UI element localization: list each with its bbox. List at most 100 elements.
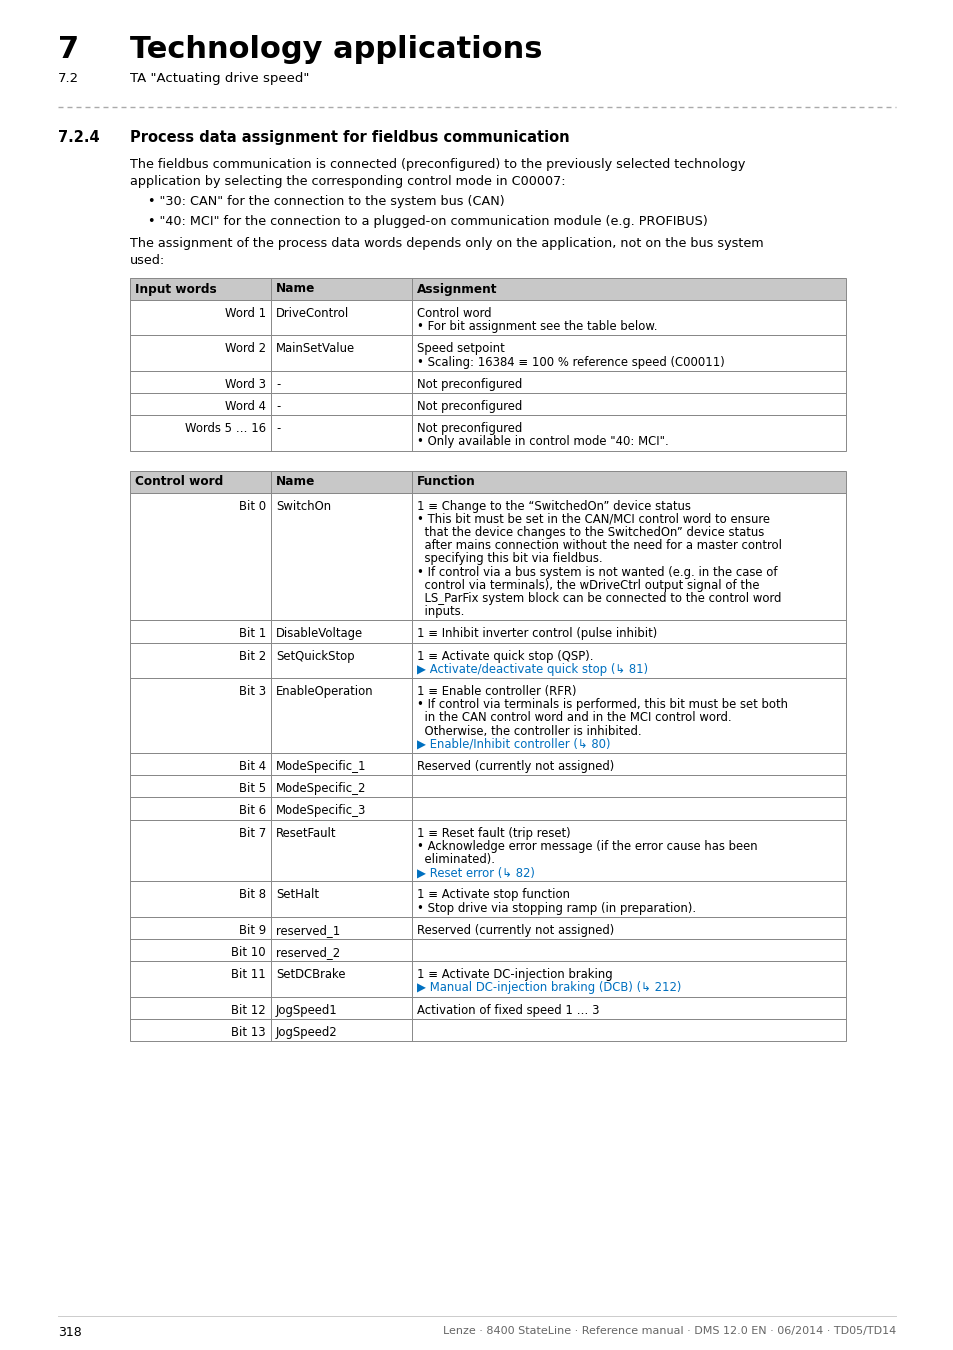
Text: after mains connection without the need for a master control: after mains connection without the need … (416, 539, 781, 552)
Text: JogSpeed1: JogSpeed1 (275, 1003, 337, 1017)
Text: • If control via terminals is performed, this bit must be set both: • If control via terminals is performed,… (416, 698, 787, 711)
Text: Input words: Input words (135, 282, 216, 296)
Bar (130, 678, 845, 753)
Text: LS_ParFix system block can be connected to the control word: LS_ParFix system block can be connected … (416, 593, 781, 605)
Text: Bit 8: Bit 8 (239, 888, 266, 902)
Text: Bit 3: Bit 3 (238, 684, 266, 698)
Bar (130, 416, 845, 451)
Text: • "40: MCI" for the connection to a plugged-on communication module (e.g. PROFIB: • "40: MCI" for the connection to a plug… (148, 216, 707, 228)
Text: • Only available in control mode "40: MCI".: • Only available in control mode "40: MC… (416, 436, 668, 448)
Text: 1 ≡ Activate DC-injection braking: 1 ≡ Activate DC-injection braking (416, 968, 612, 981)
Text: ▶ Reset error (↳ 82): ▶ Reset error (↳ 82) (416, 867, 535, 879)
Text: Bit 2: Bit 2 (238, 649, 266, 663)
Text: Word 1: Word 1 (225, 306, 266, 320)
Text: -: - (275, 423, 280, 435)
Text: DisableVoltage: DisableVoltage (275, 628, 363, 640)
Bar (130, 393, 845, 416)
Text: that the device changes to the SwitchedOn” device status: that the device changes to the SwitchedO… (416, 526, 763, 539)
Text: 318: 318 (58, 1326, 82, 1339)
Text: Bit 12: Bit 12 (232, 1003, 266, 1017)
Text: Function: Function (416, 475, 476, 489)
Text: 1 ≡ Inhibit inverter control (pulse inhibit): 1 ≡ Inhibit inverter control (pulse inhi… (416, 628, 657, 640)
Bar (130, 371, 845, 393)
Text: Words 5 … 16: Words 5 … 16 (185, 423, 266, 435)
Text: 1 ≡ Reset fault (trip reset): 1 ≡ Reset fault (trip reset) (416, 826, 570, 840)
Text: ResetFault: ResetFault (275, 826, 336, 840)
Bar (130, 335, 845, 371)
Text: 7: 7 (58, 35, 79, 63)
Text: • If control via a bus system is not wanted (e.g. in the case of: • If control via a bus system is not wan… (416, 566, 777, 579)
Bar (130, 643, 845, 678)
Text: Word 4: Word 4 (225, 400, 266, 413)
Bar (130, 940, 845, 961)
Text: • This bit must be set in the CAN/MCI control word to ensure: • This bit must be set in the CAN/MCI co… (416, 513, 769, 525)
Text: • Scaling: 16384 ≡ 100 % reference speed (C00011): • Scaling: 16384 ≡ 100 % reference speed… (416, 355, 724, 369)
Text: Bit 11: Bit 11 (231, 968, 266, 981)
Text: Not preconfigured: Not preconfigured (416, 423, 522, 435)
Bar (130, 819, 845, 882)
Text: ModeSpecific_3: ModeSpecific_3 (275, 805, 366, 817)
Text: Bit 1: Bit 1 (238, 628, 266, 640)
Bar (130, 996, 845, 1019)
Text: Bit 10: Bit 10 (232, 946, 266, 958)
Text: DriveControl: DriveControl (275, 306, 349, 320)
Bar (130, 798, 845, 819)
Bar (130, 961, 845, 996)
Bar (130, 819, 845, 882)
Bar (130, 917, 845, 940)
Bar (130, 917, 845, 940)
Text: Process data assignment for fieldbus communication: Process data assignment for fieldbus com… (130, 130, 569, 144)
Text: JogSpeed2: JogSpeed2 (275, 1026, 337, 1038)
Text: The fieldbus communication is connected (preconfigured) to the previously select: The fieldbus communication is connected … (130, 158, 744, 171)
Text: Otherwise, the controller is inhibited.: Otherwise, the controller is inhibited. (416, 725, 641, 737)
Text: Bit 13: Bit 13 (232, 1026, 266, 1038)
Text: Bit 4: Bit 4 (238, 760, 266, 774)
Text: Not preconfigured: Not preconfigured (416, 400, 522, 413)
Text: ▶ Activate/deactivate quick stop (↳ 81): ▶ Activate/deactivate quick stop (↳ 81) (416, 663, 647, 676)
Text: reserved_2: reserved_2 (275, 946, 340, 958)
Text: SetHalt: SetHalt (275, 888, 318, 902)
Bar (130, 753, 845, 775)
Bar (130, 493, 845, 621)
Text: 1 ≡ Activate stop function: 1 ≡ Activate stop function (416, 888, 570, 902)
Bar (130, 393, 845, 416)
Bar (130, 416, 845, 451)
Bar (130, 753, 845, 775)
Bar (130, 278, 845, 300)
Text: used:: used: (130, 254, 165, 266)
Bar (130, 882, 845, 917)
Text: Control word: Control word (135, 475, 223, 489)
Bar (130, 1019, 845, 1041)
Text: • Stop drive via stopping ramp (in preparation).: • Stop drive via stopping ramp (in prepa… (416, 902, 696, 914)
Text: reserved_1: reserved_1 (275, 923, 340, 937)
Bar (130, 775, 845, 798)
Text: ModeSpecific_2: ModeSpecific_2 (275, 782, 366, 795)
Bar (130, 643, 845, 678)
Text: ModeSpecific_1: ModeSpecific_1 (275, 760, 366, 774)
Bar (130, 493, 845, 621)
Bar (130, 1019, 845, 1041)
Bar (130, 300, 845, 335)
Text: 7.2: 7.2 (58, 72, 79, 85)
Text: application by selecting the corresponding control mode in C00007:: application by selecting the correspondi… (130, 174, 565, 188)
Text: TA "Actuating drive speed": TA "Actuating drive speed" (130, 72, 309, 85)
Text: 1 ≡ Change to the “SwitchedOn” device status: 1 ≡ Change to the “SwitchedOn” device st… (416, 500, 690, 513)
Text: -: - (275, 400, 280, 413)
Text: specifying this bit via fieldbus.: specifying this bit via fieldbus. (416, 552, 602, 566)
Text: • "30: CAN" for the connection to the system bus (CAN): • "30: CAN" for the connection to the sy… (148, 194, 504, 208)
Text: • For bit assignment see the table below.: • For bit assignment see the table below… (416, 320, 657, 333)
Text: 7.2.4: 7.2.4 (58, 130, 99, 144)
Bar (130, 798, 845, 819)
Text: Lenze · 8400 StateLine · Reference manual · DMS 12.0 EN · 06/2014 · TD05/TD14: Lenze · 8400 StateLine · Reference manua… (442, 1326, 895, 1336)
Text: 1 ≡ Enable controller (RFR): 1 ≡ Enable controller (RFR) (416, 684, 576, 698)
Bar (130, 278, 845, 300)
Text: Reserved (currently not assigned): Reserved (currently not assigned) (416, 760, 614, 774)
Text: Not preconfigured: Not preconfigured (416, 378, 522, 390)
Bar (130, 471, 845, 493)
Text: EnableOperation: EnableOperation (275, 684, 374, 698)
Text: ▶ Manual DC-injection braking (DCB) (↳ 212): ▶ Manual DC-injection braking (DCB) (↳ 2… (416, 981, 680, 995)
Text: Activation of fixed speed 1 … 3: Activation of fixed speed 1 … 3 (416, 1003, 599, 1017)
Text: eliminated).: eliminated). (416, 853, 495, 865)
Bar (130, 996, 845, 1019)
Bar (130, 882, 845, 917)
